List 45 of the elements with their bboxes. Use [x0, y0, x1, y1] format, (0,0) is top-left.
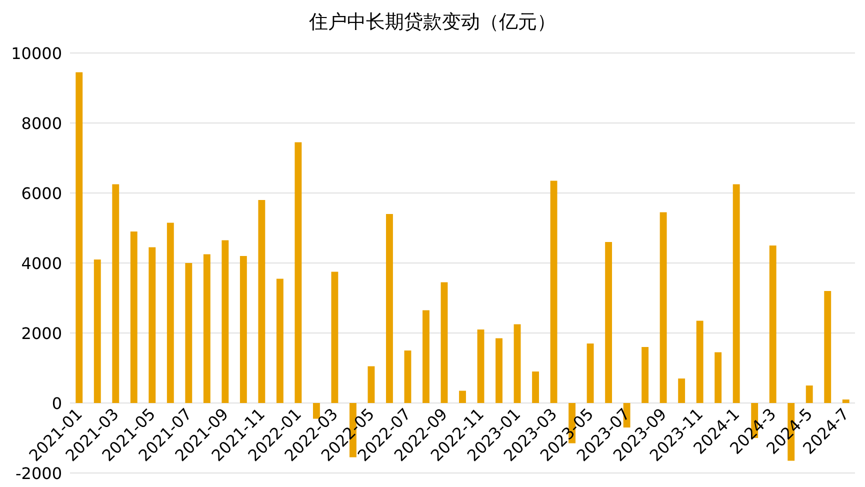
- chart-title: 住户中长期贷款变动（亿元）: [308, 11, 556, 33]
- bar: [806, 386, 813, 403]
- bar: [824, 291, 832, 403]
- bar: [276, 278, 284, 403]
- y-tick-label: 0: [52, 394, 62, 413]
- bar: [842, 400, 850, 403]
- bar: [642, 347, 649, 403]
- y-tick-label: 6000: [21, 184, 62, 203]
- bar: [222, 240, 229, 403]
- bar: [166, 222, 174, 403]
- bar: [294, 142, 302, 403]
- y-tick-label: 4000: [21, 254, 62, 273]
- bar: [331, 272, 338, 403]
- bar: [532, 372, 539, 403]
- bar: [586, 344, 594, 403]
- y-tick-label: 10000: [11, 44, 62, 63]
- bar: [496, 338, 502, 403]
- bar: [459, 390, 466, 403]
- bar: [422, 310, 430, 403]
- bar: [678, 378, 686, 403]
- bar: [258, 200, 266, 403]
- bar: [714, 352, 722, 403]
- bar: [148, 247, 156, 403]
- bar: [550, 180, 558, 403]
- bar: [76, 72, 83, 403]
- bar: [112, 184, 120, 403]
- bar: [203, 254, 210, 403]
- y-tick-label: 8000: [21, 114, 62, 133]
- bar: [514, 324, 521, 403]
- bar: [477, 330, 484, 403]
- bar: [240, 256, 247, 403]
- bar: [130, 232, 138, 403]
- bar: [440, 282, 448, 403]
- y-tick-label: 2000: [21, 324, 62, 343]
- bar: [185, 263, 192, 403]
- bar: [404, 350, 412, 403]
- bar: [732, 184, 740, 403]
- bar: [368, 366, 375, 403]
- bar: [769, 246, 776, 403]
- bar: [696, 320, 704, 403]
- bar: [94, 260, 101, 403]
- bar: [386, 214, 393, 403]
- y-tick-label: -2000: [16, 464, 62, 483]
- bar: [660, 212, 667, 403]
- bar: [605, 242, 612, 403]
